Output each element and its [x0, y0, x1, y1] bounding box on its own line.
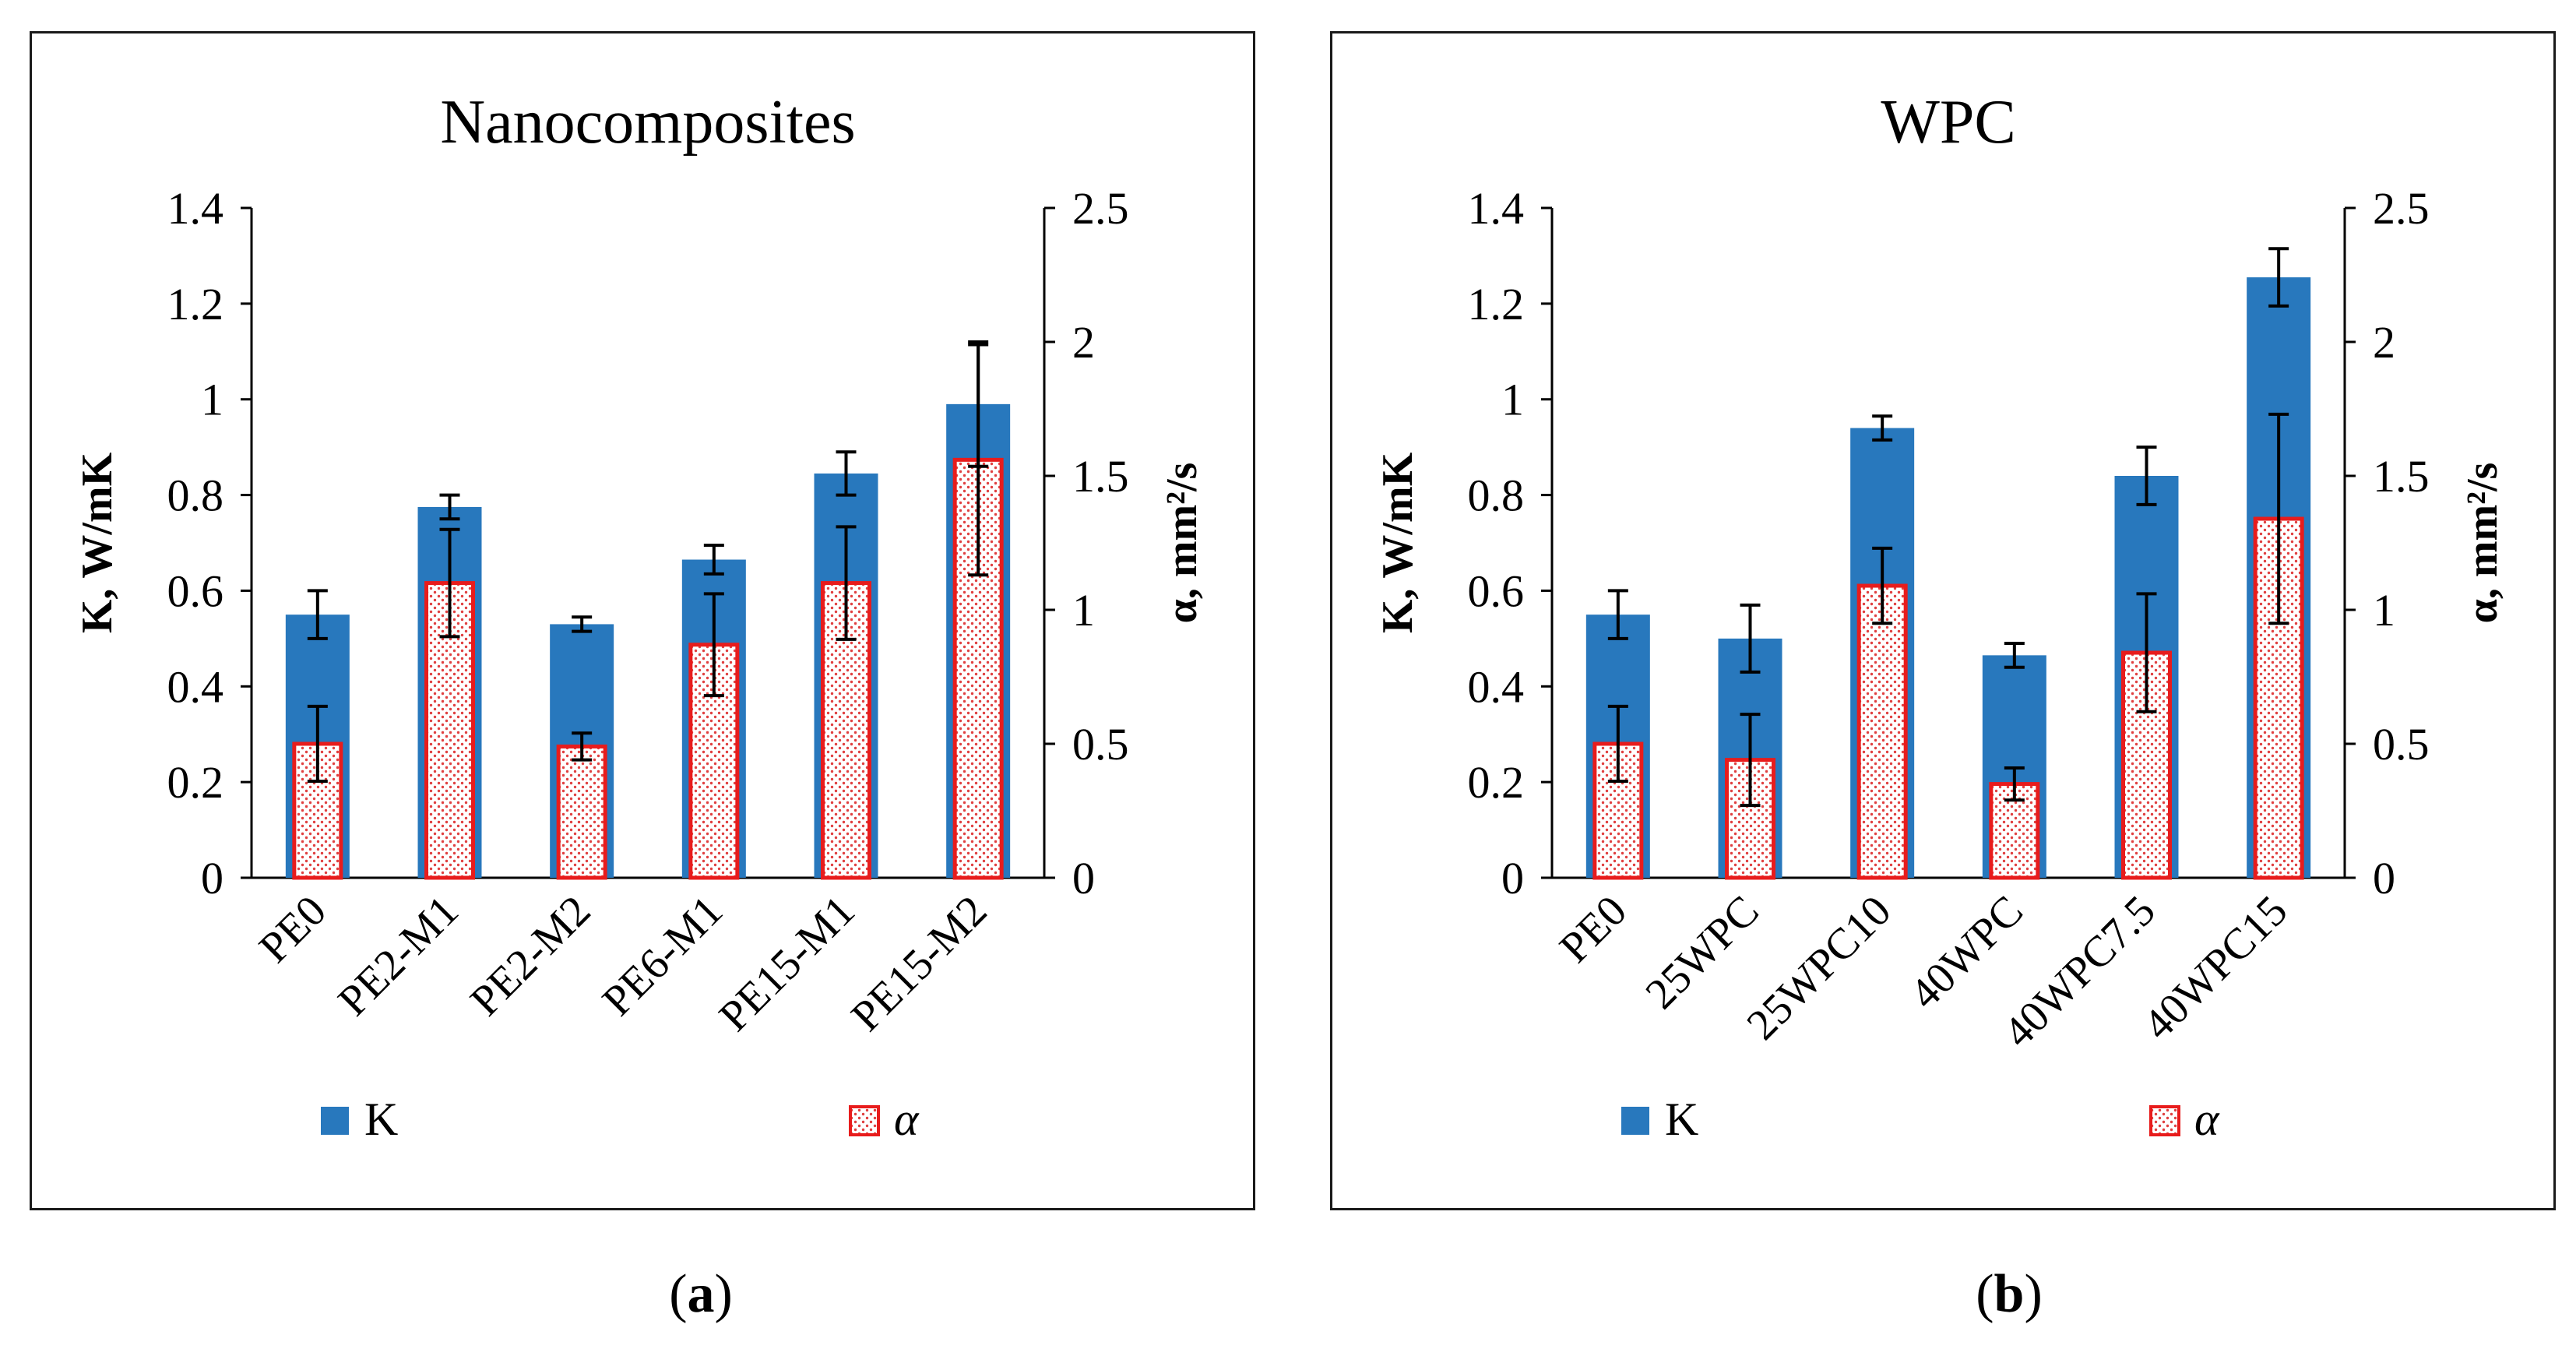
legend-swatch-alpha — [849, 1105, 880, 1136]
y-tick-label-left: 0.6 — [167, 565, 224, 616]
y-tick-label-left: 0.8 — [167, 470, 224, 521]
x-tick-label: 25WPC10 — [1738, 886, 1901, 1049]
y-tick-label-right: 1 — [2373, 585, 2395, 636]
y-tick-label-right: 0 — [1072, 853, 1095, 903]
y-tick-label-right: 1.5 — [1072, 451, 1129, 502]
x-tick-label: PE15-M1 — [710, 886, 864, 1041]
x-tick-label: 25WPC — [1636, 886, 1768, 1018]
y-tick-label-left: 0.2 — [167, 757, 224, 808]
x-tick-label: PE0 — [250, 886, 336, 972]
y-tick-label-left: 0 — [1501, 853, 1524, 903]
y-tick-label-left: 1.4 — [167, 183, 224, 234]
legend-swatch-alpha — [2149, 1105, 2180, 1136]
x-tick-label: 40WPC — [1901, 886, 2032, 1018]
y-tick-label-left: 0.4 — [167, 661, 224, 712]
y-tick-label-right: 0.5 — [1072, 719, 1129, 770]
y-tick-label-right: 2 — [1072, 317, 1095, 368]
legend-swatch-k — [1621, 1107, 1649, 1135]
y-axis-label-right: α, mm²/s — [1158, 463, 1206, 624]
chart-b: WPC 0 0.2 0.4 0.6 0.8 1 1.2 1.4 0 0.5 1 1.5 2 2.5 K, W/… — [1374, 88, 2507, 1145]
y-tick-label-right: 0 — [2373, 853, 2395, 903]
legend-swatch-k — [321, 1107, 349, 1135]
x-tick-label: PE15-M2 — [843, 886, 997, 1041]
y-axis-label-left: K, W/mK — [1374, 452, 1422, 633]
y-tick-label-right: 2 — [2373, 317, 2395, 368]
y-axis-label-left: K, W/mK — [73, 452, 121, 633]
chart-title: WPC — [1881, 88, 2015, 157]
y-tick-label-left: 0 — [201, 853, 223, 903]
chart-panel-a: Nanocomposites 0 0.2 0.4 0.6 0.8 1 1.2 1.4 0 0.5 1 1… — [30, 31, 1255, 1210]
chart-panel-b: WPC 0 0.2 0.4 0.6 0.8 1 1.2 1.4 0 0.5 1 1.5 2 2.5 K, W/… — [1330, 31, 2556, 1210]
y-tick-label-right: 1.5 — [2373, 451, 2430, 502]
x-tick-label: PE0 — [1550, 886, 1636, 972]
y-tick-label-right: 2.5 — [2373, 183, 2430, 234]
y-tick-label-left: 1.2 — [167, 279, 224, 329]
chart-a: Nanocomposites 0 0.2 0.4 0.6 0.8 1 1.2 1.4 0 0.5 1 1… — [73, 88, 1206, 1145]
y-tick-label-left: 1.4 — [1468, 183, 1525, 234]
y-tick-label-left: 1.2 — [1468, 279, 1525, 329]
panel-label-a: (a) — [669, 1264, 733, 1324]
chart-title: Nanocomposites — [440, 88, 855, 157]
y-tick-label-right: 2.5 — [1072, 183, 1129, 234]
y-tick-label-left: 0.8 — [1468, 470, 1525, 521]
y-axis-label-right: α, mm²/s — [2458, 463, 2507, 624]
y-tick-label-left: 0.2 — [1468, 757, 1525, 808]
x-tick-label: 40WPC15 — [2134, 886, 2297, 1049]
y-tick-label-right: 0.5 — [2373, 719, 2430, 770]
legend-label-alpha: α — [894, 1094, 920, 1145]
y-tick-label-left: 0.4 — [1468, 661, 1525, 712]
y-tick-label-left: 1 — [201, 375, 223, 425]
x-tick-label: PE2-M1 — [329, 886, 468, 1025]
bar-alpha — [1856, 583, 1908, 880]
legend-label-k: K — [1665, 1094, 1698, 1145]
x-tick-label: PE2-M2 — [461, 886, 600, 1025]
legend-label-alpha: α — [2194, 1094, 2220, 1145]
y-tick-label-left: 0.6 — [1468, 565, 1525, 616]
y-tick-label-left: 1 — [1501, 375, 1524, 425]
legend-label-k: K — [364, 1094, 398, 1145]
y-tick-label-right: 1 — [1072, 585, 1095, 636]
panel-label-b: (b) — [1976, 1264, 2043, 1324]
bar-alpha — [556, 744, 607, 880]
